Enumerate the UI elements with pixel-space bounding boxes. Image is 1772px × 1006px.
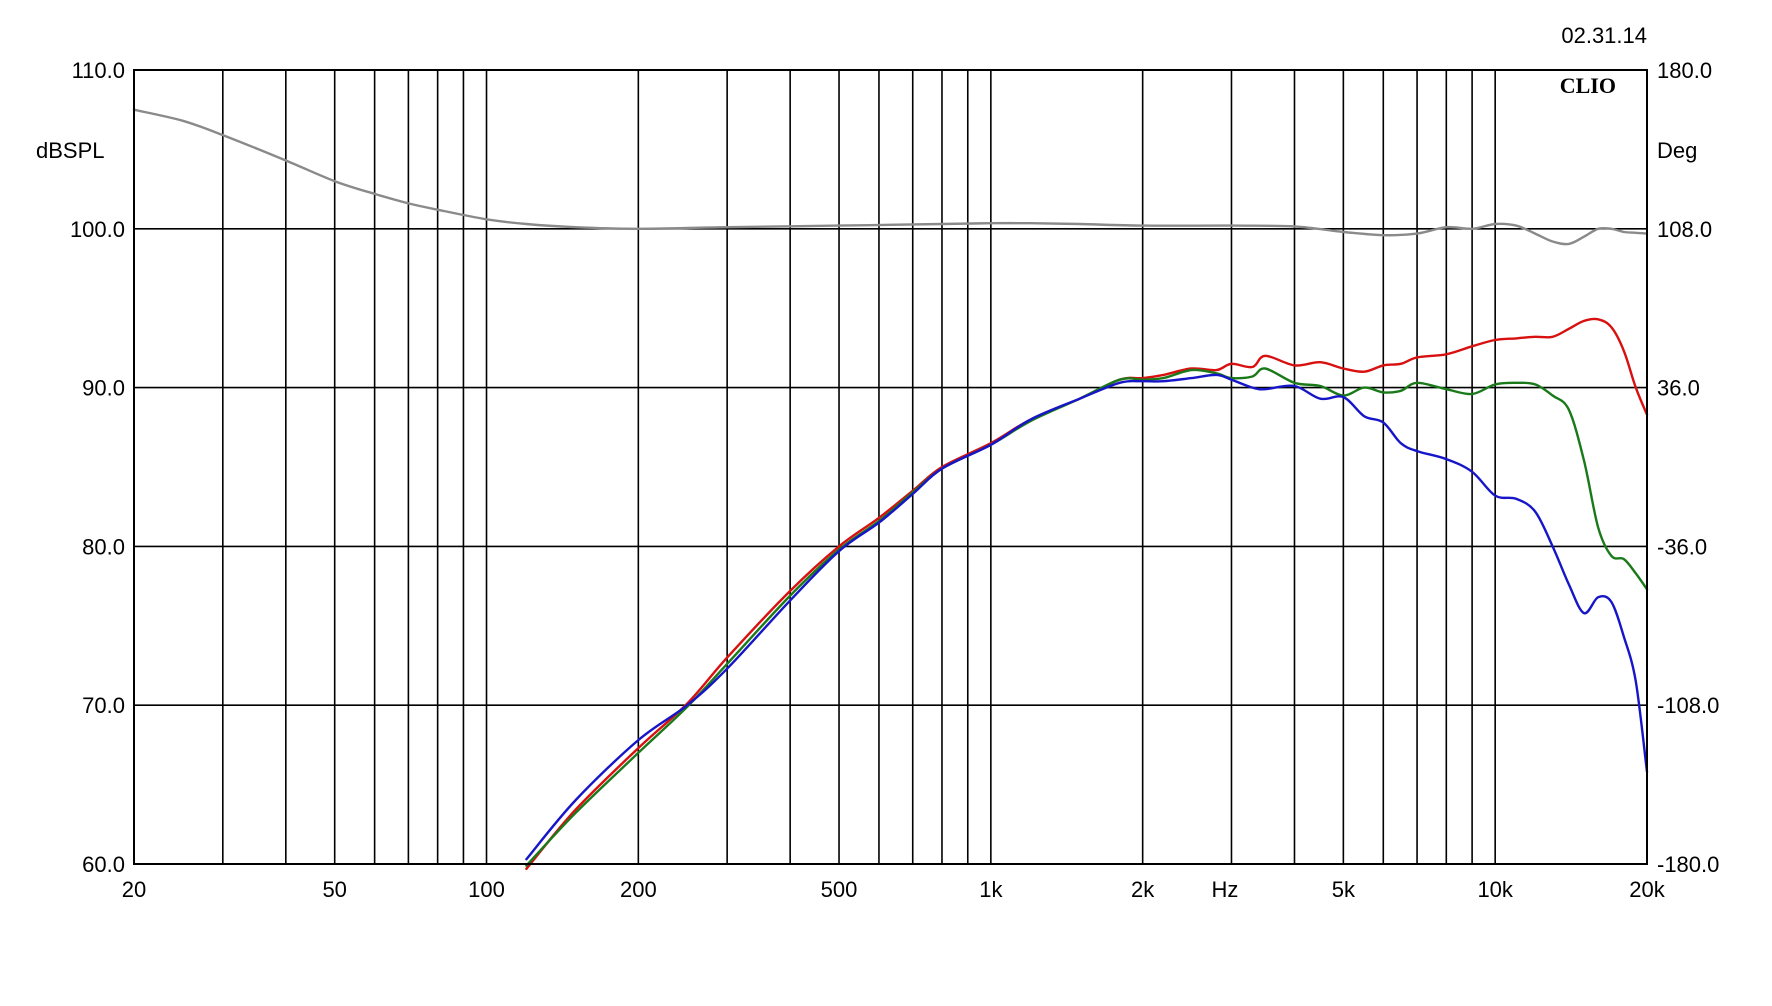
y2-tick-label: -108.0 xyxy=(1657,693,1719,718)
x-tick-label: 1k xyxy=(979,877,1003,902)
x-tick-label: 10k xyxy=(1477,877,1513,902)
x-tick-label: 200 xyxy=(620,877,657,902)
y-tick-label: 80.0 xyxy=(82,534,125,559)
y2-tick-label: 108.0 xyxy=(1657,217,1712,242)
y2-tick-label: -36.0 xyxy=(1657,534,1707,559)
x-tick-label: 100 xyxy=(468,877,505,902)
x-tick-label: 2k xyxy=(1131,877,1155,902)
plot-frame xyxy=(133,69,1648,865)
series-line-0 xyxy=(132,108,1649,246)
x-tick-label: 20k xyxy=(1629,877,1665,902)
series-line-2 xyxy=(525,367,1649,867)
date-label: 02.31.14 xyxy=(1561,23,1647,48)
y-tick-label: 100.0 xyxy=(70,217,125,242)
x-tick-label: 500 xyxy=(821,877,858,902)
y-tick-label: 70.0 xyxy=(82,693,125,718)
series-line-1 xyxy=(525,317,1649,870)
y-axis-label: dBSPL xyxy=(36,138,105,163)
x-tick-label: 5k xyxy=(1332,877,1356,902)
y2-tick-label: -180.0 xyxy=(1657,852,1719,877)
x-axis-label: Hz xyxy=(1212,877,1239,902)
series-line-3 xyxy=(525,373,1649,861)
clio-logo: CLIO xyxy=(1560,73,1616,98)
x-tick-label: 50 xyxy=(322,877,346,902)
y2-tick-label: 180.0 xyxy=(1657,58,1712,83)
y-tick-label: 60.0 xyxy=(82,852,125,877)
x-tick-label: 20 xyxy=(122,877,146,902)
y-tick-label: 110.0 xyxy=(72,58,125,83)
y-tick-label: 90.0 xyxy=(82,376,125,401)
y2-axis-label: Deg xyxy=(1657,138,1697,163)
y2-tick-label: 36.0 xyxy=(1657,376,1700,401)
